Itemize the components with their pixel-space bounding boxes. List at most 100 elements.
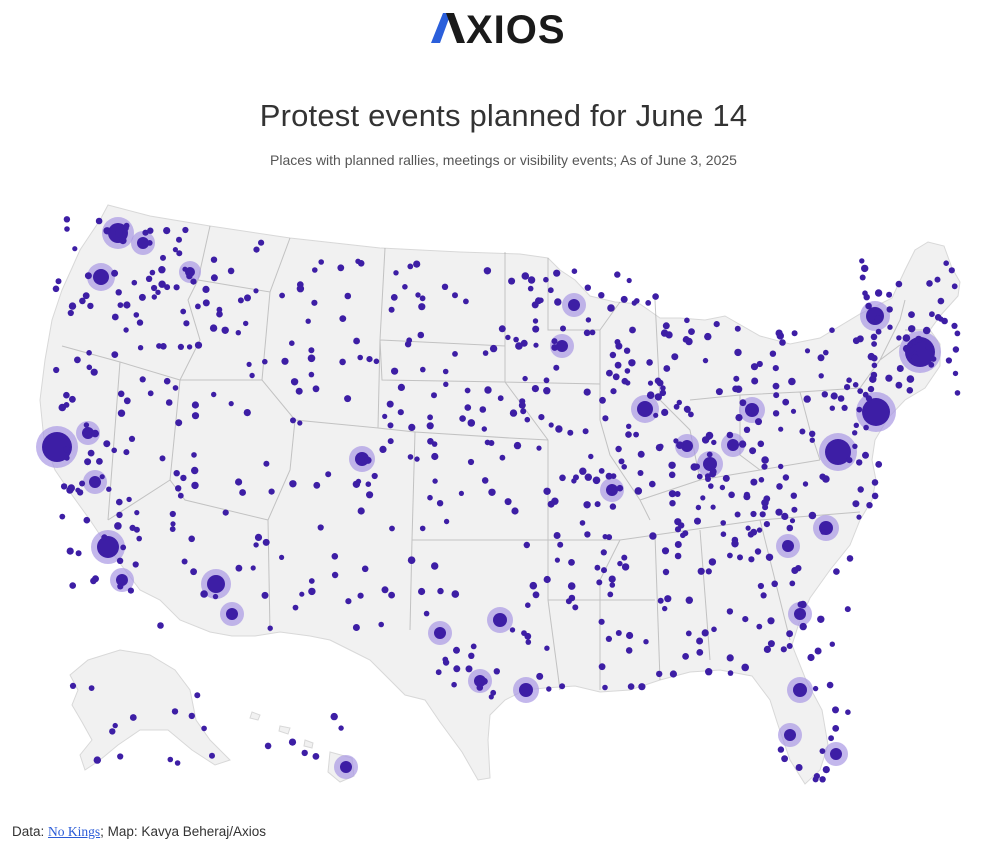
- event-marker: [757, 582, 765, 590]
- event-marker: [538, 414, 545, 421]
- event-marker: [191, 401, 199, 409]
- event-marker: [147, 390, 154, 397]
- event-marker: [458, 490, 464, 496]
- event-marker: [186, 344, 193, 350]
- event-marker: [235, 564, 243, 572]
- event-marker: [637, 470, 644, 476]
- event-marker: [585, 317, 592, 323]
- event-marker: [331, 571, 339, 579]
- event-marker: [167, 756, 174, 763]
- event-marker-large: [862, 398, 890, 426]
- event-marker: [312, 385, 320, 393]
- event-marker: [149, 269, 156, 276]
- event-marker: [863, 424, 869, 431]
- event-marker: [79, 480, 86, 487]
- event-marker: [866, 502, 873, 509]
- event-marker: [657, 597, 664, 604]
- event-marker: [654, 393, 662, 401]
- event-marker: [160, 254, 166, 261]
- event-marker: [82, 292, 90, 300]
- event-marker: [814, 647, 822, 655]
- event-marker: [532, 318, 539, 324]
- event-marker: [464, 387, 471, 394]
- event-marker: [734, 348, 742, 357]
- event-marker: [435, 669, 442, 676]
- event-marker: [216, 306, 223, 313]
- event-marker: [136, 319, 144, 326]
- event-marker: [527, 285, 534, 292]
- event-marker: [182, 226, 189, 234]
- event-marker: [808, 511, 817, 520]
- event-marker: [696, 637, 704, 645]
- event-marker: [52, 285, 60, 293]
- event-marker: [365, 481, 372, 488]
- event-marker: [451, 681, 457, 688]
- event-marker: [799, 622, 807, 631]
- event-marker: [67, 309, 74, 317]
- event-marker: [929, 311, 935, 318]
- event-marker: [711, 626, 717, 633]
- event-marker: [594, 564, 601, 571]
- event-marker: [390, 294, 398, 301]
- event-marker: [584, 284, 591, 291]
- event-marker: [830, 392, 838, 400]
- event-marker: [656, 379, 664, 387]
- event-marker: [366, 356, 373, 363]
- event-marker: [470, 643, 477, 650]
- event-marker: [443, 518, 450, 525]
- event-marker: [846, 555, 854, 562]
- event-marker: [305, 318, 311, 324]
- event-marker: [418, 587, 426, 596]
- event-marker: [431, 441, 438, 447]
- event-marker: [59, 513, 66, 520]
- event-marker: [676, 441, 684, 450]
- event-dots: [42, 216, 961, 783]
- event-marker: [773, 392, 780, 399]
- event-marker: [781, 755, 788, 763]
- event-marker: [647, 380, 654, 386]
- event-marker: [123, 301, 131, 309]
- event-marker: [177, 343, 184, 350]
- event-marker: [209, 752, 215, 759]
- event-marker: [618, 458, 625, 465]
- event-marker: [871, 354, 878, 362]
- event-marker: [778, 463, 784, 470]
- event-marker: [235, 330, 241, 336]
- event-marker: [553, 364, 560, 371]
- event-marker: [378, 621, 385, 628]
- axios-logo[interactable]: XIOS: [0, 6, 1007, 50]
- event-marker-large: [637, 401, 653, 417]
- event-marker: [871, 479, 879, 486]
- event-marker: [663, 365, 671, 372]
- event-marker: [555, 425, 563, 433]
- event-marker: [498, 325, 506, 333]
- event-marker: [106, 486, 112, 492]
- event-marker: [525, 602, 531, 608]
- event-marker: [464, 404, 472, 411]
- event-marker-large: [116, 574, 128, 586]
- event-marker: [173, 284, 180, 291]
- event-marker: [626, 631, 634, 640]
- event-marker: [668, 471, 676, 479]
- event-marker: [799, 428, 806, 435]
- event-marker: [138, 293, 146, 301]
- event-marker: [782, 398, 790, 406]
- no-kings-link[interactable]: No Kings: [48, 824, 101, 839]
- event-marker: [538, 297, 544, 304]
- event-marker: [615, 630, 622, 636]
- event-marker: [553, 532, 561, 539]
- event-marker: [387, 422, 394, 429]
- event-marker: [116, 511, 123, 519]
- event-marker: [525, 639, 532, 645]
- event-marker: [84, 458, 92, 466]
- event-marker: [408, 423, 416, 431]
- event-marker: [83, 516, 91, 524]
- event-marker: [373, 358, 380, 365]
- event-marker: [126, 496, 132, 503]
- event-marker: [607, 591, 614, 598]
- event-marker: [750, 363, 759, 371]
- event-marker: [780, 646, 787, 653]
- event-marker: [112, 722, 118, 729]
- event-marker: [755, 418, 762, 426]
- event-marker: [388, 306, 395, 313]
